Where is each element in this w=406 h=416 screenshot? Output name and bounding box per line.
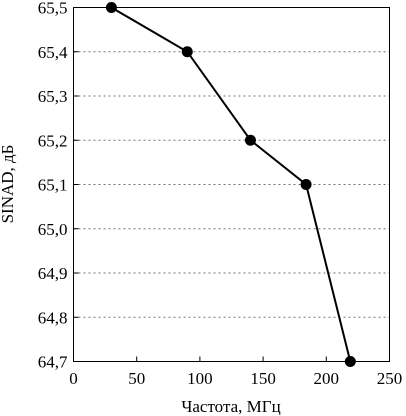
x-tick-label: 200: [314, 369, 340, 388]
grid-lines: [73, 51, 390, 318]
y-axis-title: SINAD, дБ: [0, 145, 17, 224]
x-axis-ticks: 0 50 100 150 200 250: [69, 356, 403, 388]
y-tick-label: 65,2: [38, 131, 68, 150]
y-tick-label: 65,1: [38, 176, 68, 195]
data-point: [300, 179, 312, 190]
x-tick-label: 0: [69, 369, 78, 388]
y-tick-label: 65,3: [38, 87, 68, 106]
x-tick-label: 50: [128, 369, 145, 388]
data-point: [344, 356, 356, 367]
x-tick-label: 100: [187, 369, 213, 388]
y-axis-ticks: 64,7 64,8 64,9 65,0 65,1 65,2 65,3 65,4 65,5: [38, 0, 79, 372]
data-point: [244, 134, 256, 146]
y-tick-label: 64,9: [38, 264, 68, 283]
y-tick-label: 65,0: [38, 220, 68, 239]
data-point: [105, 2, 117, 13]
plot-area-frame: [73, 7, 390, 362]
data-point: [181, 46, 193, 58]
y-tick-label: 65,5: [38, 0, 68, 18]
y-tick-label: 65,4: [38, 43, 68, 62]
y-tick-label: 64,8: [38, 308, 68, 327]
x-tick-label: 150: [250, 369, 276, 388]
x-tick-label: 250: [377, 369, 403, 388]
series-markers: [105, 2, 356, 367]
y-tick-label: 64,7: [38, 353, 68, 372]
x-axis-title: Частота, МГц: [181, 397, 280, 416]
